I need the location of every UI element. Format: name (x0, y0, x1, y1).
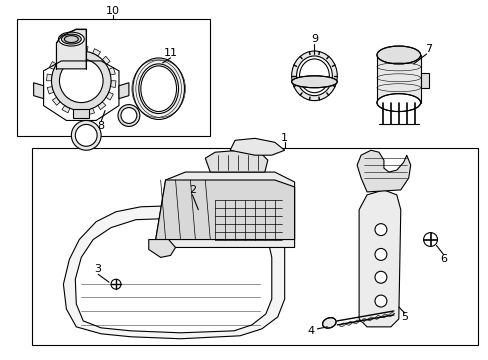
Ellipse shape (376, 46, 420, 64)
Polygon shape (358, 190, 400, 327)
Polygon shape (102, 56, 110, 64)
Polygon shape (74, 110, 81, 116)
Text: 2: 2 (188, 185, 196, 195)
Ellipse shape (374, 224, 386, 235)
Polygon shape (387, 312, 394, 316)
Ellipse shape (374, 271, 386, 283)
Ellipse shape (71, 121, 101, 150)
Polygon shape (366, 317, 373, 321)
Ellipse shape (121, 108, 137, 123)
Polygon shape (73, 109, 89, 118)
Text: 7: 7 (424, 44, 431, 54)
Polygon shape (352, 320, 359, 324)
Polygon shape (108, 67, 115, 75)
Polygon shape (47, 86, 54, 94)
Polygon shape (205, 150, 267, 172)
Polygon shape (49, 62, 57, 69)
Ellipse shape (376, 94, 420, 112)
Ellipse shape (322, 318, 335, 328)
Polygon shape (106, 92, 113, 100)
Polygon shape (81, 46, 88, 51)
Polygon shape (376, 55, 420, 103)
Polygon shape (373, 315, 380, 319)
Polygon shape (356, 150, 410, 192)
Polygon shape (155, 180, 294, 239)
Ellipse shape (374, 248, 386, 260)
Ellipse shape (75, 125, 97, 146)
Ellipse shape (423, 233, 437, 247)
Polygon shape (110, 81, 116, 87)
Bar (32, 148, 477, 345)
Polygon shape (52, 97, 60, 105)
Text: 9: 9 (310, 34, 317, 44)
Polygon shape (56, 29, 86, 69)
Polygon shape (98, 102, 105, 110)
Polygon shape (346, 321, 352, 325)
Ellipse shape (291, 76, 337, 88)
Ellipse shape (111, 279, 121, 289)
Polygon shape (75, 218, 271, 333)
Polygon shape (155, 172, 294, 247)
Polygon shape (339, 323, 346, 327)
Ellipse shape (139, 64, 178, 113)
Polygon shape (380, 314, 387, 318)
Text: 10: 10 (106, 6, 120, 16)
Ellipse shape (60, 59, 103, 103)
Ellipse shape (51, 51, 111, 111)
Ellipse shape (59, 32, 84, 46)
Polygon shape (92, 49, 101, 56)
Ellipse shape (291, 51, 337, 100)
Polygon shape (34, 83, 43, 99)
Text: 8: 8 (97, 121, 104, 131)
Text: 5: 5 (401, 312, 407, 322)
Ellipse shape (118, 105, 140, 126)
Text: 4: 4 (307, 326, 314, 336)
Text: 11: 11 (163, 48, 177, 58)
Polygon shape (148, 239, 175, 257)
Polygon shape (87, 108, 94, 115)
Polygon shape (57, 52, 64, 60)
Ellipse shape (374, 295, 386, 307)
Polygon shape (359, 319, 366, 323)
Polygon shape (68, 47, 75, 53)
Text: 6: 6 (439, 255, 446, 264)
Bar (17, 19, 210, 136)
Polygon shape (46, 74, 52, 81)
Text: 3: 3 (95, 264, 102, 274)
Polygon shape (63, 205, 284, 339)
Polygon shape (62, 105, 70, 113)
Polygon shape (420, 73, 427, 88)
Ellipse shape (133, 58, 184, 120)
Text: 1: 1 (281, 133, 287, 143)
Ellipse shape (296, 56, 332, 96)
Ellipse shape (61, 34, 81, 44)
Polygon shape (119, 83, 129, 99)
Polygon shape (230, 138, 284, 155)
